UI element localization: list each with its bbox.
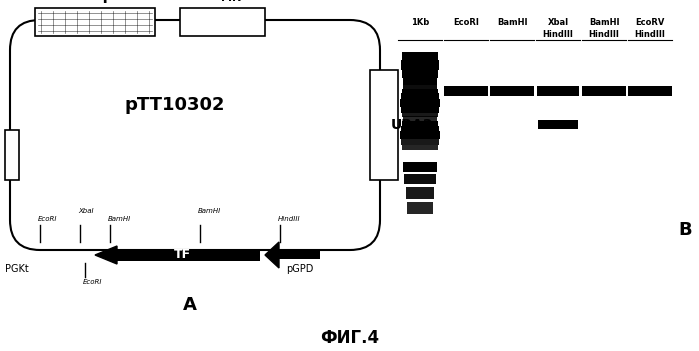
- Bar: [35, 8, 155, 36]
- Text: EcoRV: EcoRV: [403, 55, 430, 64]
- Text: МК: МК: [220, 0, 240, 3]
- Text: EcoRV: EcoRV: [635, 18, 665, 27]
- Text: XbaI: XbaI: [78, 208, 94, 214]
- Bar: [537, 86, 579, 96]
- Text: TF: TF: [173, 249, 191, 261]
- Bar: [404, 174, 436, 184]
- Bar: [370, 70, 398, 180]
- Bar: [400, 131, 440, 139]
- Text: HindIII: HindIII: [278, 216, 301, 222]
- Text: pTT10302: pTT10302: [124, 96, 225, 114]
- Text: A: A: [183, 296, 197, 314]
- Bar: [402, 70, 438, 78]
- Bar: [401, 93, 439, 100]
- Bar: [279, 251, 320, 259]
- Text: ФИГ.4: ФИГ.4: [320, 329, 380, 347]
- Text: EcoRI: EcoRI: [453, 18, 479, 27]
- FancyBboxPatch shape: [10, 20, 380, 250]
- Text: 1Kb: 1Kb: [411, 18, 429, 27]
- Text: BamHI: BamHI: [198, 208, 222, 214]
- Text: 2: 2: [203, 0, 215, 3]
- Text: EcoRI: EcoRI: [83, 279, 103, 285]
- Text: B: B: [678, 221, 692, 239]
- Bar: [402, 89, 438, 94]
- Bar: [628, 86, 672, 96]
- Bar: [5, 130, 19, 180]
- Bar: [402, 52, 438, 60]
- Bar: [403, 84, 437, 90]
- Bar: [401, 126, 439, 132]
- Bar: [538, 120, 578, 129]
- Bar: [401, 60, 439, 70]
- Polygon shape: [265, 242, 279, 268]
- Text: HindIII: HindIII: [635, 30, 665, 39]
- Text: BamHI: BamHI: [497, 18, 527, 27]
- Bar: [180, 8, 265, 36]
- Text: URA3: URA3: [391, 118, 433, 132]
- Bar: [402, 145, 438, 150]
- Bar: [400, 99, 440, 107]
- Polygon shape: [95, 246, 117, 264]
- Text: Xbal: Xbal: [547, 18, 568, 27]
- Text: BamHI: BamHI: [589, 18, 619, 27]
- Bar: [401, 139, 439, 145]
- Bar: [117, 250, 260, 261]
- Text: PGKt: PGKt: [5, 264, 29, 274]
- Bar: [403, 116, 437, 121]
- Text: HindIII: HindIII: [542, 30, 573, 39]
- Text: pGPD: pGPD: [287, 264, 314, 274]
- Bar: [490, 86, 534, 96]
- Bar: [401, 107, 439, 113]
- Bar: [582, 86, 626, 96]
- Bar: [402, 112, 438, 117]
- Text: BamHI: BamHI: [108, 216, 131, 222]
- Bar: [406, 187, 434, 199]
- Text: HindIII: HindIII: [589, 30, 619, 39]
- Bar: [403, 162, 437, 172]
- Text: Amp: Amp: [75, 0, 114, 3]
- Bar: [444, 86, 488, 96]
- Bar: [407, 202, 433, 214]
- Bar: [402, 121, 438, 126]
- Bar: [403, 78, 437, 85]
- Text: EcoRI: EcoRI: [38, 216, 57, 222]
